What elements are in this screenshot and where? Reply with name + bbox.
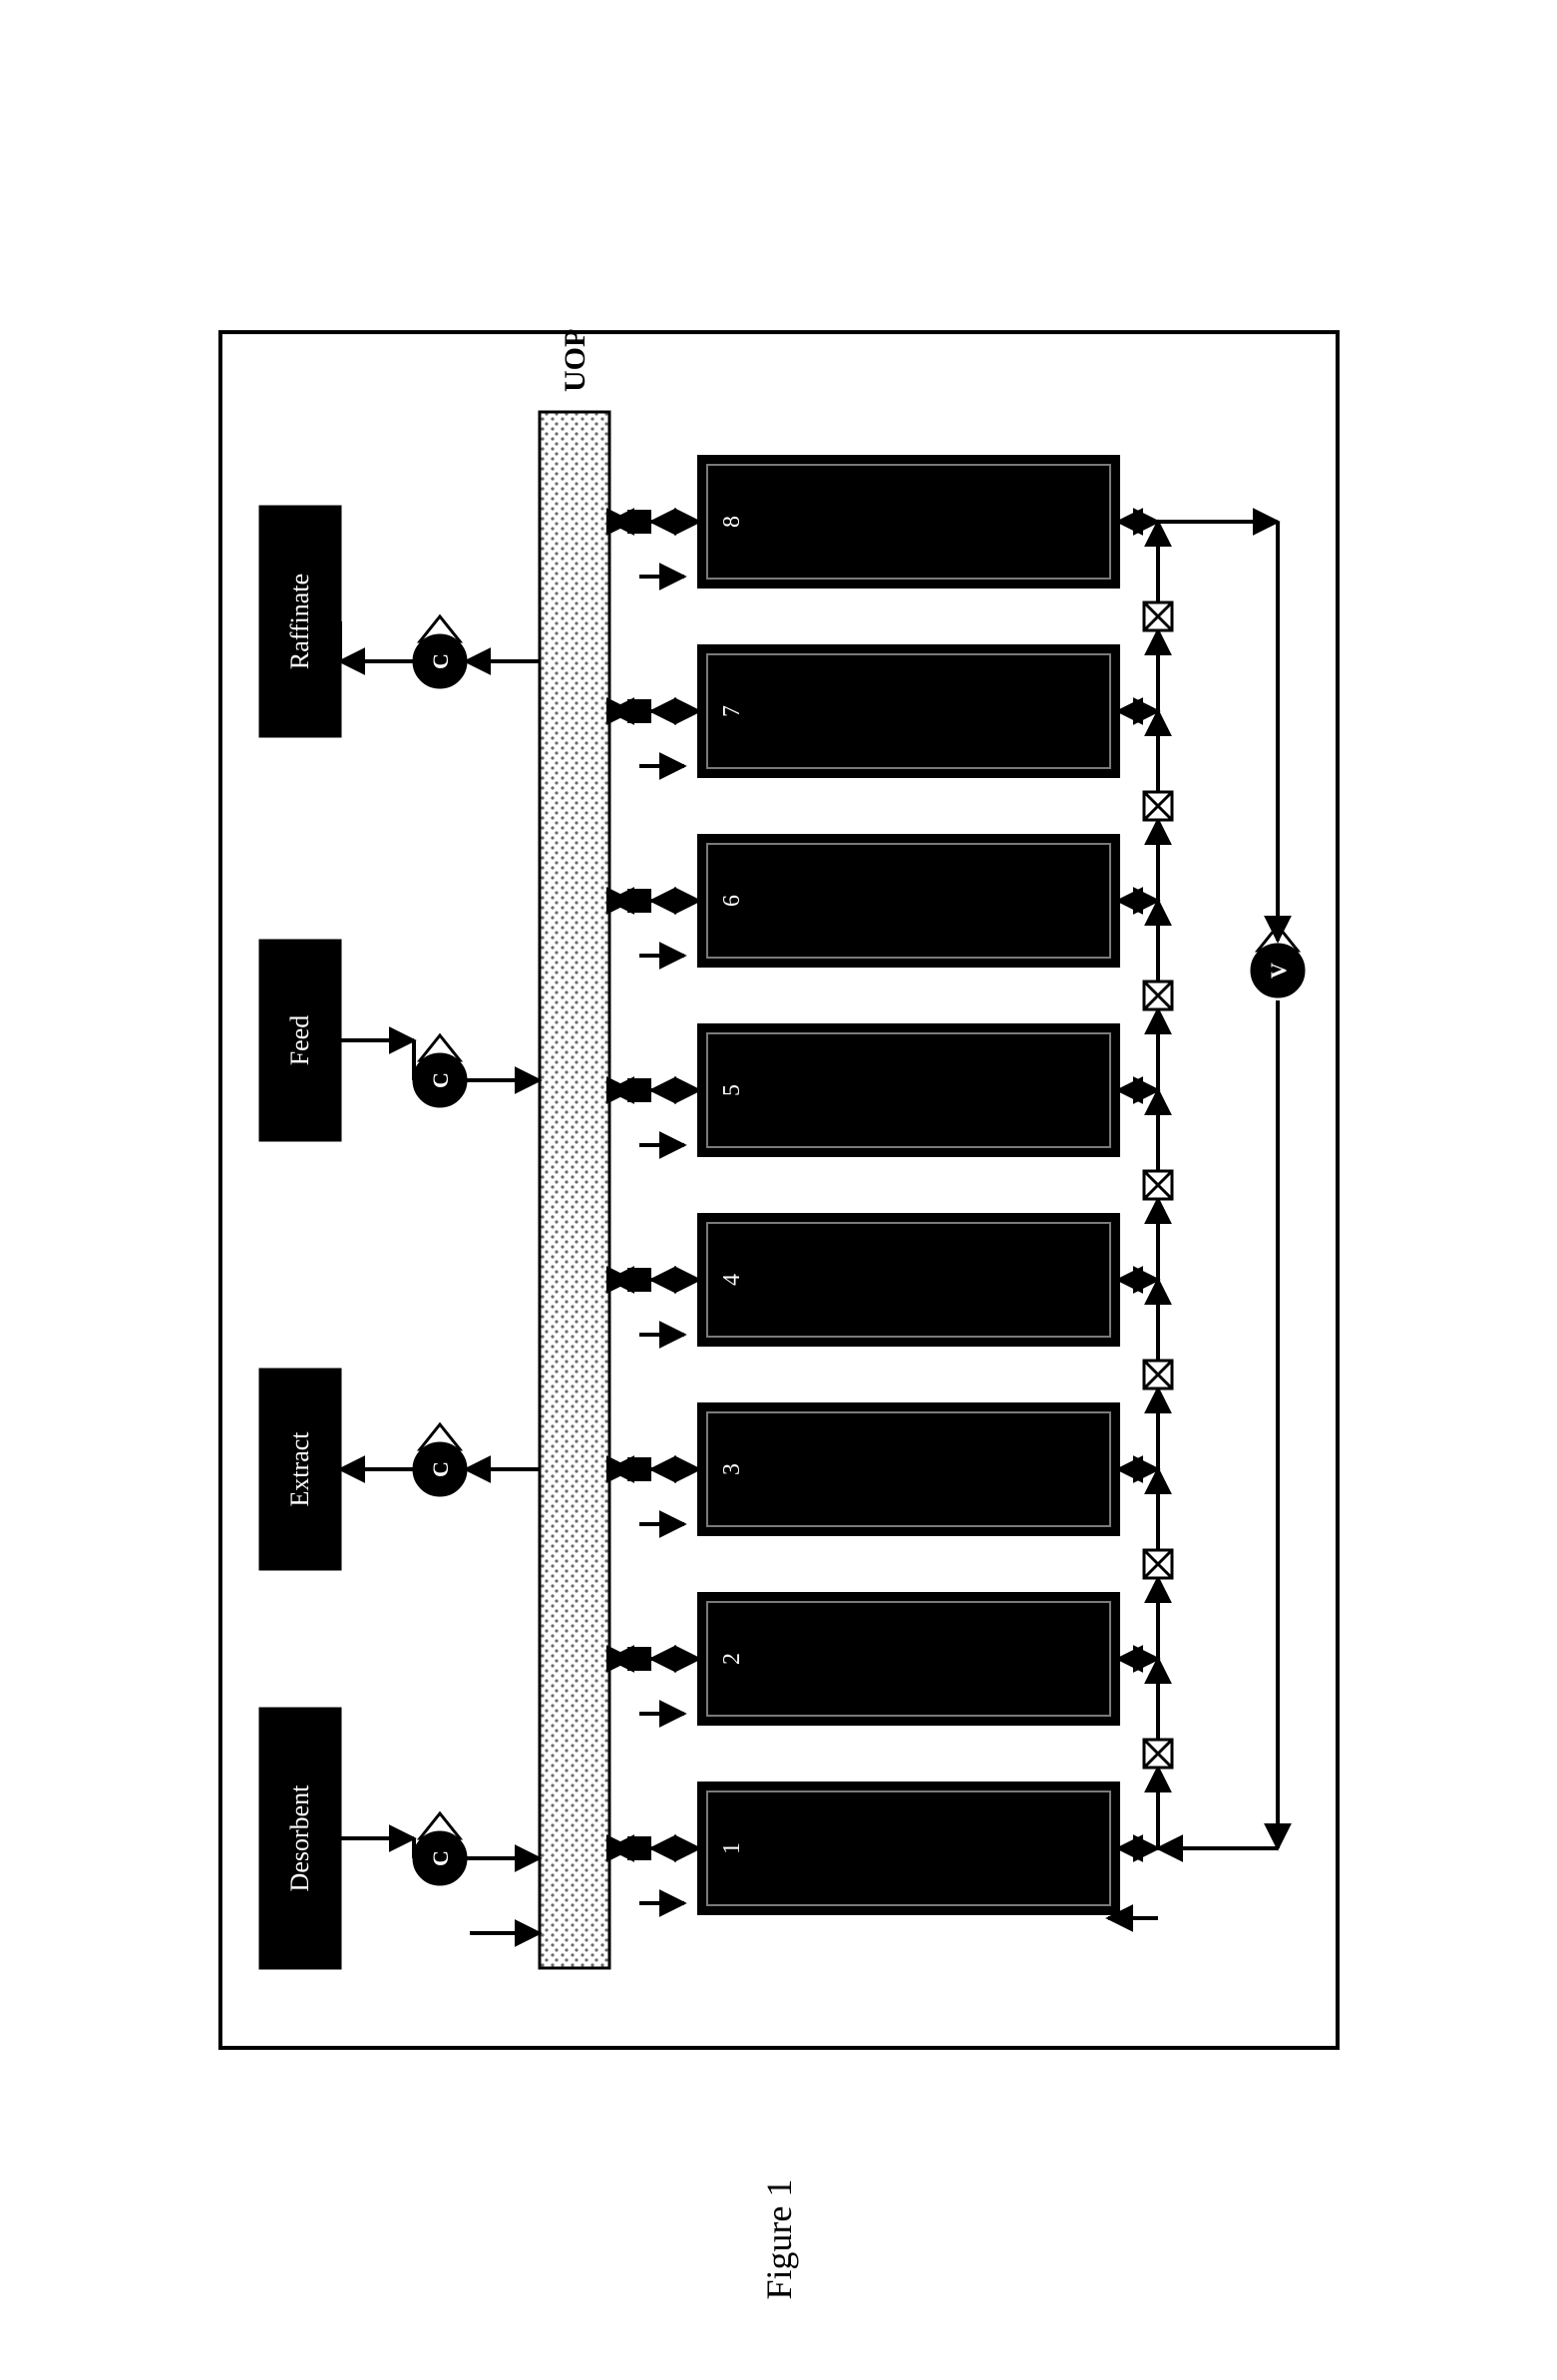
column-5-label: 5 bbox=[719, 1084, 745, 1096]
pump-c-icon: C bbox=[414, 1035, 466, 1106]
tee-valve-2 bbox=[627, 1647, 651, 1671]
column-7-label: 7 bbox=[719, 705, 745, 717]
svg-text:C: C bbox=[428, 1850, 453, 1866]
column-8-label: 8 bbox=[719, 516, 745, 528]
diagram-container: UOP Desorbent C Extract C Feed C Raffinate C 1 2 3 4… bbox=[181, 292, 1377, 2088]
svg-text:C: C bbox=[428, 1461, 453, 1477]
pump-c-icon: C bbox=[414, 1813, 466, 1884]
tee-valve-4 bbox=[627, 1268, 651, 1292]
svg-text:C: C bbox=[428, 1072, 453, 1088]
column-2 bbox=[699, 1594, 1118, 1724]
column-4-label: 4 bbox=[719, 1274, 745, 1286]
column-4 bbox=[699, 1215, 1118, 1345]
column-7 bbox=[699, 646, 1118, 776]
column-3 bbox=[699, 1404, 1118, 1534]
tee-valve-5 bbox=[627, 1078, 651, 1102]
svg-text:C: C bbox=[428, 653, 453, 669]
tee-valve-6 bbox=[627, 889, 651, 913]
column-1-label: 1 bbox=[719, 1842, 745, 1854]
desorbent-label: Desorbent bbox=[285, 1785, 314, 1892]
process-flow-diagram: UOP Desorbent C Extract C Feed C Raffinate C 1 2 3 4… bbox=[181, 292, 1377, 2088]
tee-valve-7 bbox=[627, 699, 651, 723]
column-6-label: 6 bbox=[719, 895, 745, 907]
extract-label: Extract bbox=[285, 1431, 314, 1507]
column-1 bbox=[699, 1784, 1118, 1913]
tee-valve-8 bbox=[627, 510, 651, 534]
feed-label: Feed bbox=[285, 1015, 314, 1066]
pump-c-icon: C bbox=[414, 616, 466, 687]
tee-valve-1 bbox=[627, 1836, 651, 1860]
raffinate-label: Raffinate bbox=[285, 574, 314, 669]
rotary-valve-header bbox=[540, 412, 609, 1968]
column-8 bbox=[699, 457, 1118, 587]
column-3-label: 3 bbox=[719, 1463, 745, 1475]
figure-caption: Figure 1 bbox=[758, 2180, 800, 2300]
column-2-label: 2 bbox=[719, 1653, 745, 1665]
column-5 bbox=[699, 1025, 1118, 1155]
column-6 bbox=[699, 836, 1118, 966]
pump-c-icon: C bbox=[414, 1424, 466, 1495]
uop-label: UOP bbox=[559, 329, 591, 392]
tee-valve-3 bbox=[627, 1457, 651, 1481]
svg-text:V: V bbox=[1266, 963, 1291, 979]
